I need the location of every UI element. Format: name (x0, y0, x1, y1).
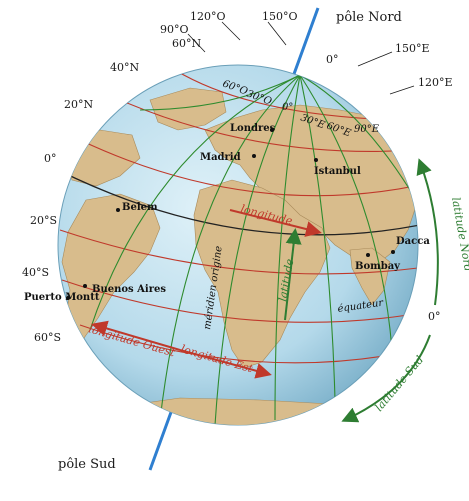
dot-dacca (391, 250, 395, 254)
leader-120e (389, 85, 415, 95)
parallels (59, 69, 418, 364)
parallel-20s (59, 229, 418, 275)
city-bombay: Bombay (355, 261, 401, 272)
dot-istanbul (314, 158, 318, 162)
land-greenland (149, 87, 227, 131)
meridian-label-150o: 150°O (262, 10, 298, 23)
meridians (89, 74, 411, 425)
meridian-d (299, 74, 336, 401)
meridian-label-90o: 90°O (160, 23, 189, 36)
land-south-america (61, 193, 161, 343)
lat-label-0: 0° (44, 152, 57, 165)
polar-0: 0° (282, 102, 293, 113)
lat-label-60n: 60°N (172, 37, 201, 50)
city-dots (66, 128, 395, 300)
meridian-c (274, 74, 301, 421)
land-antarctica (109, 397, 361, 425)
city-puerto-montt: Puerto Montt (24, 292, 100, 303)
meridian-label-150e: 150°E (395, 42, 430, 55)
dot-bombay (366, 253, 370, 257)
parallel-60n (174, 69, 396, 121)
equator-right-label: 0° (428, 310, 441, 323)
polar-90e: 90°E (354, 124, 380, 135)
meridian-f (139, 74, 301, 111)
city-madrid: Madrid (200, 152, 241, 163)
lat-label-20s: 20°S (30, 214, 57, 227)
leader-150o (267, 21, 287, 46)
lat-label-60s: 60°S (34, 331, 61, 344)
lat-label-40s: 40°S (22, 266, 49, 279)
city-dacca: Dacca (396, 236, 430, 247)
leader-120o (221, 21, 241, 41)
meridian-e (299, 74, 393, 351)
city-istanbul: Istanbul (314, 166, 361, 177)
south-pole-label: pôle Sud (58, 457, 116, 472)
dot-madrid (252, 154, 256, 158)
longitude-west-arrow (91, 320, 181, 351)
leader-150e (357, 51, 393, 67)
north-pole-label: pôle Nord (336, 10, 402, 25)
parallel-40s (61, 279, 409, 323)
parallel-20n (79, 139, 418, 197)
meridian-label-120o: 120°O (190, 10, 226, 23)
dot-belem (116, 208, 120, 212)
city-londres: Londres (230, 123, 276, 134)
dot-londres (270, 128, 274, 132)
latitude-arrow (284, 228, 302, 321)
meridian-label-0-top: 0° (326, 53, 339, 66)
meridian-b (159, 74, 301, 421)
latitude-south-label: latitude Sud (372, 353, 426, 414)
parallel-40n (119, 99, 416, 152)
parallel-60s (79, 324, 391, 364)
longitude-arrow (229, 209, 322, 237)
dot-buenos-aires (83, 284, 87, 288)
leader-90o (187, 33, 206, 53)
meridian-label-120e: 120°E (418, 76, 453, 89)
city-buenos-aires: Buenos Aires (92, 284, 166, 295)
meridian-prime (214, 74, 301, 425)
lat-label-20n: 20°N (64, 98, 93, 111)
leader-lines (187, 21, 415, 95)
latitude-south-arc (341, 334, 431, 423)
land-india (349, 247, 391, 306)
latitude-north-label: latitude Nord (449, 196, 469, 272)
dot-puerto-montt (66, 296, 70, 300)
lat-label-40n: 40°N (110, 61, 139, 74)
meridian-g (299, 74, 411, 191)
meridian-a (89, 74, 301, 331)
equator-line (58, 169, 418, 236)
city-belem: Belem (122, 202, 158, 213)
longitude-east-arrow (179, 349, 272, 379)
latitude-north-arc (416, 158, 439, 306)
